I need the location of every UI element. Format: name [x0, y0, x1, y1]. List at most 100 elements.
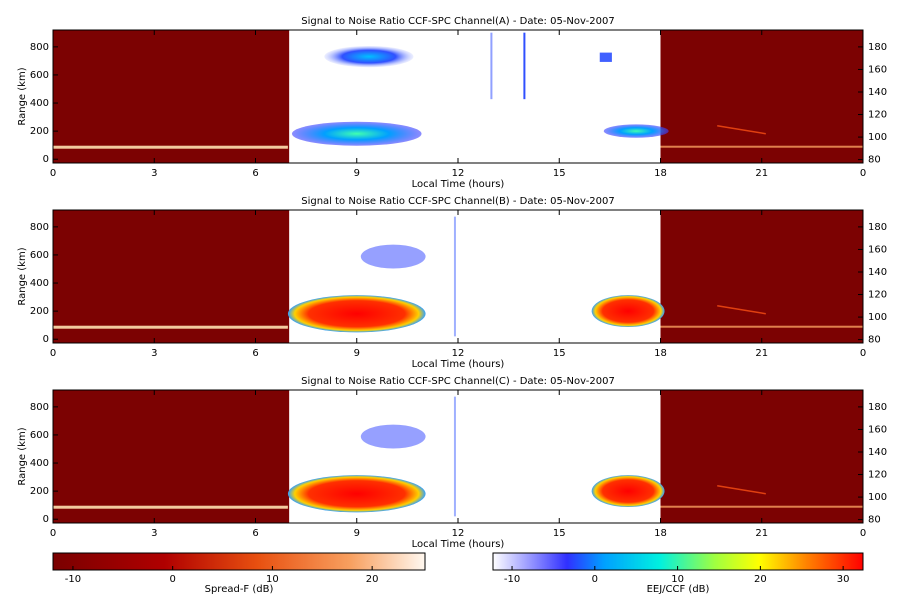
x-tick-label: 21	[755, 348, 768, 359]
y2-tick-label: 80	[868, 155, 881, 166]
night-region	[53, 30, 290, 163]
y2-tick-label: 160	[868, 64, 887, 75]
y-axis-label: Range (km)	[17, 67, 28, 125]
colorbar-tick-label: 20	[754, 574, 767, 585]
x-tick-label: 3	[151, 348, 157, 359]
trace	[717, 485, 766, 495]
colorbar	[52, 552, 426, 571]
y-tick-label: 800	[30, 402, 49, 413]
y-axis-label: Range (km)	[17, 427, 28, 485]
x-tick-label: 0	[860, 528, 866, 539]
colorbar-tick-label: 10	[671, 574, 684, 585]
echo	[324, 45, 414, 68]
colorbar-tick-label: -10	[65, 574, 81, 585]
y2-tick-label: 180	[868, 222, 887, 233]
y-tick-label: 200	[30, 126, 49, 137]
echo	[287, 295, 426, 333]
y2-tick-label: 100	[868, 312, 887, 323]
y-tick-label: 0	[43, 514, 49, 525]
x-tick-label: 12	[452, 528, 465, 539]
y-tick-label: 400	[30, 98, 49, 109]
heatmap-panel	[53, 30, 863, 163]
y2-tick-label: 140	[868, 87, 887, 98]
night-region	[660, 210, 863, 343]
x-tick-label: 9	[354, 348, 360, 359]
x-tick-label: 9	[354, 168, 360, 179]
night-region	[53, 390, 290, 523]
x-tick-label: 12	[452, 168, 465, 179]
colorbar-label: EEJ/CCF (dB)	[647, 584, 710, 595]
trace	[660, 325, 863, 328]
y2-tick-label: 180	[868, 42, 887, 53]
colorbar-label: Spread-F (dB)	[205, 584, 274, 595]
trace	[660, 505, 863, 508]
y2-tick-label: 100	[868, 492, 887, 503]
x-tick-label: 0	[860, 168, 866, 179]
echo	[360, 244, 426, 269]
echo	[523, 32, 526, 100]
echo	[591, 475, 665, 508]
y-tick-label: 800	[30, 222, 49, 233]
y-tick-label: 600	[30, 430, 49, 441]
x-tick-label: 15	[553, 528, 566, 539]
echo	[591, 295, 665, 328]
y-tick-label: 400	[30, 458, 49, 469]
heatmap-panel	[53, 390, 863, 523]
x-tick-label: 6	[252, 528, 258, 539]
echo	[490, 32, 493, 100]
colorbar-tick-label: -10	[504, 574, 520, 585]
y2-tick-label: 140	[868, 267, 887, 278]
colorbar-tick-label: 10	[266, 574, 279, 585]
y-tick-label: 400	[30, 278, 49, 289]
panel-title: Signal to Noise Ratio CCF-SPC Channel(B)…	[301, 196, 615, 207]
y-tick-label: 0	[43, 154, 49, 165]
y2-tick-label: 180	[868, 402, 887, 413]
colorbar-tick-label: 20	[366, 574, 379, 585]
x-tick-label: 6	[252, 348, 258, 359]
y-tick-label: 800	[30, 42, 49, 53]
echo	[360, 424, 426, 449]
trace	[53, 505, 288, 509]
x-tick-label: 18	[654, 528, 667, 539]
x-tick-label: 0	[50, 528, 56, 539]
colorbar-tick-label: 0	[592, 574, 598, 585]
y2-tick-label: 120	[868, 290, 887, 301]
x-tick-label: 21	[755, 528, 768, 539]
x-tick-label: 0	[50, 348, 56, 359]
echo	[453, 216, 456, 337]
x-axis-label: Local Time (hours)	[412, 539, 505, 550]
y2-tick-label: 140	[868, 447, 887, 458]
trace	[660, 145, 863, 148]
x-tick-label: 18	[654, 168, 667, 179]
x-tick-label: 6	[252, 168, 258, 179]
x-tick-label: 0	[50, 168, 56, 179]
x-tick-label: 15	[553, 348, 566, 359]
x-tick-label: 3	[151, 528, 157, 539]
trace	[717, 305, 766, 315]
trace	[717, 125, 766, 135]
panel-title: Signal to Noise Ratio CCF-SPC Channel(C)…	[301, 376, 615, 387]
y2-tick-label: 160	[868, 244, 887, 255]
y2-tick-label: 80	[868, 515, 881, 526]
y-tick-label: 0	[43, 334, 49, 345]
y2-tick-label: 80	[868, 335, 881, 346]
night-region	[53, 210, 290, 343]
y-tick-label: 600	[30, 250, 49, 261]
x-tick-label: 9	[354, 528, 360, 539]
y-tick-label: 200	[30, 486, 49, 497]
night-region	[660, 30, 863, 163]
trace	[53, 325, 288, 329]
colorbar-tick-label: 30	[837, 574, 850, 585]
x-tick-label: 3	[151, 168, 157, 179]
y2-tick-label: 120	[868, 110, 887, 121]
echo	[291, 121, 422, 146]
panel-title: Signal to Noise Ratio CCF-SPC Channel(A)…	[301, 16, 615, 27]
x-tick-label: 18	[654, 348, 667, 359]
x-tick-label: 15	[553, 168, 566, 179]
night-region	[660, 390, 863, 523]
x-axis-label: Local Time (hours)	[412, 179, 505, 190]
echo	[287, 475, 426, 513]
x-axis-label: Local Time (hours)	[412, 359, 505, 370]
x-tick-label: 0	[860, 348, 866, 359]
